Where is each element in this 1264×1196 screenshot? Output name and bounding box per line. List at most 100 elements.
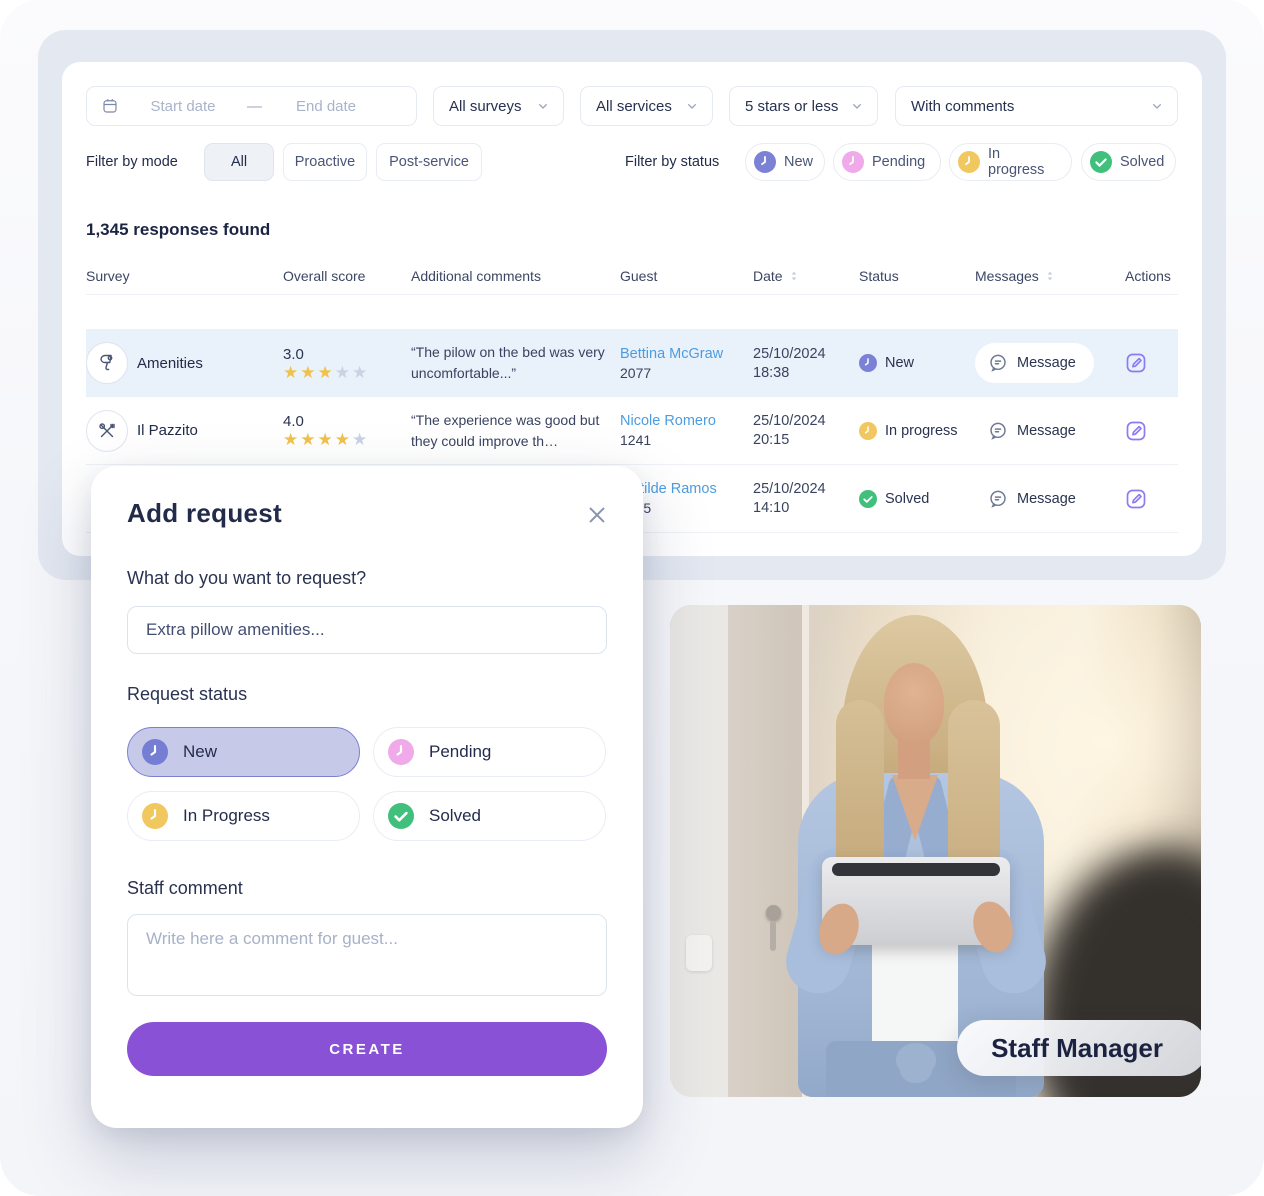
date-cell: 25/10/2024 18:38 [753,329,826,397]
check-icon [388,803,414,829]
actions-cell [1124,465,1148,532]
message-button[interactable]: Message [975,478,1094,519]
chip-pending-label: Pending [429,742,492,761]
guest-name-link[interactable]: Bettina McGraw [620,345,724,362]
score-cell: 3.0 ★★★★★ [283,329,369,397]
score-cell: 4.0 ★★★★★ [283,397,369,464]
create-button[interactable]: CREATE [127,1022,607,1076]
check-icon [1090,151,1112,173]
request-status-in-progress[interactable]: In Progress [127,791,360,841]
date-separator: — [247,97,262,115]
message-bubble-icon [990,490,1006,507]
time-value: 14:10 [753,500,790,516]
comment-cell: “The experience was good but they could … [411,411,600,449]
status-label: In progress [885,422,958,439]
guest-name-link[interactable]: Nicole Romero [620,413,716,429]
date-range-picker[interactable]: — [86,86,417,126]
chip-solved-label: Solved [429,806,481,825]
chip-new-label: New [183,742,218,761]
surveys-select[interactable]: All surveys [433,86,564,126]
clock-icon [388,739,414,765]
status-filter-solved-label: Solved [1120,154,1165,170]
col-actions: Actions [1125,268,1171,284]
status-filter-in-progress-label: In progress [988,146,1045,178]
date-cell: 25/10/2024 14:10 [753,465,826,532]
col-overall-score: Overall score [283,268,366,284]
photo-door-knob [766,905,781,920]
col-date[interactable]: Date [753,258,801,294]
table-row[interactable]: Il Pazzito 4.0 ★★★★★ “The experience was… [86,397,1178,465]
status-label: New [885,355,915,371]
edit-button[interactable] [1124,419,1148,443]
status-cell: In progress [859,397,958,464]
col-messages-label: Messages [975,268,1039,284]
photo-door [728,605,809,1097]
request-status-new[interactable]: New [127,727,360,777]
date-value: 25/10/2024 [753,345,826,362]
request-status-solved[interactable]: Solved [373,791,606,841]
survey-name: Il Pazzito [137,422,198,439]
status-filter-new[interactable]: New [745,143,825,181]
sort-icon[interactable] [1043,269,1057,283]
staff-photo-card: Staff Manager [670,605,1201,1097]
table-header: Survey Overall score Additional comments… [86,258,1178,295]
message-button[interactable]: Message [975,410,1094,451]
message-cell: Message [975,329,1094,397]
edit-icon [1126,353,1146,373]
chevron-down-icon [853,103,861,109]
guest-name-link[interactable]: Matilde Ramos [620,481,717,497]
edit-button[interactable] [1124,487,1148,511]
start-date-input[interactable] [129,96,237,116]
request-status-pending[interactable]: Pending [373,727,606,777]
end-date-input[interactable] [272,96,380,116]
guest-cell: Nicole Romero 1241 [620,397,716,464]
staff-comment-textarea[interactable] [127,914,607,996]
close-button[interactable] [585,504,609,528]
check-icon [859,489,877,508]
surveys-select-value: All surveys [449,97,522,115]
mode-tab-proactive[interactable]: Proactive [283,143,367,181]
results-count: 1,345 responses found [86,220,271,239]
close-icon [589,507,605,523]
actions-cell [1124,397,1148,464]
status-filter-in-progress[interactable]: In progress [949,143,1072,181]
request-input[interactable] [127,606,607,654]
mode-tab-all[interactable]: All [204,143,274,181]
survey-cell: Il Pazzito [86,397,198,464]
clock-icon [842,151,864,173]
date-cell: 25/10/2024 20:15 [753,397,826,464]
responses-card: — All surveys All services 5 stars or le… [62,62,1202,556]
comments-select[interactable]: With comments [895,86,1178,126]
clock-icon [754,151,776,173]
survey-name: Amenities [137,354,203,372]
col-survey: Survey [86,268,130,284]
clock-icon [958,151,980,173]
photo-light-switch [686,935,712,971]
message-button[interactable]: Message [975,343,1094,383]
sort-icon[interactable] [787,269,801,283]
services-select[interactable]: All services [580,86,713,126]
staff-comment-label: Staff comment [127,878,243,898]
clock-icon [859,354,877,372]
message-cell: Message [975,397,1094,464]
status-filter-solved[interactable]: Solved [1081,143,1176,181]
edit-button[interactable] [1124,351,1148,375]
edit-icon [1126,421,1146,440]
mode-tab-post-service[interactable]: Post-service [376,143,482,181]
status-filter-pending[interactable]: Pending [833,143,941,181]
time-value: 18:38 [753,364,790,381]
edit-icon [1126,489,1146,508]
table-row[interactable]: Amenities 3.0 ★★★★★ “The pilow on the be… [86,329,1178,397]
photo-tablet-bezel [832,863,1000,876]
col-additional-comments: Additional comments [411,268,541,284]
stars-select[interactable]: 5 stars or less [729,86,878,126]
photo-woman-top [872,941,958,1053]
col-guest: Guest [620,268,658,284]
status-label: Solved [885,490,930,507]
message-bubble-icon [990,354,1006,372]
comment-cell: “The pilow on the bed was very uncomfort… [411,344,605,381]
col-messages[interactable]: Messages [975,258,1057,294]
time-value: 20:15 [753,432,790,448]
calendar-icon [103,99,117,113]
message-cell: Message [975,465,1094,532]
